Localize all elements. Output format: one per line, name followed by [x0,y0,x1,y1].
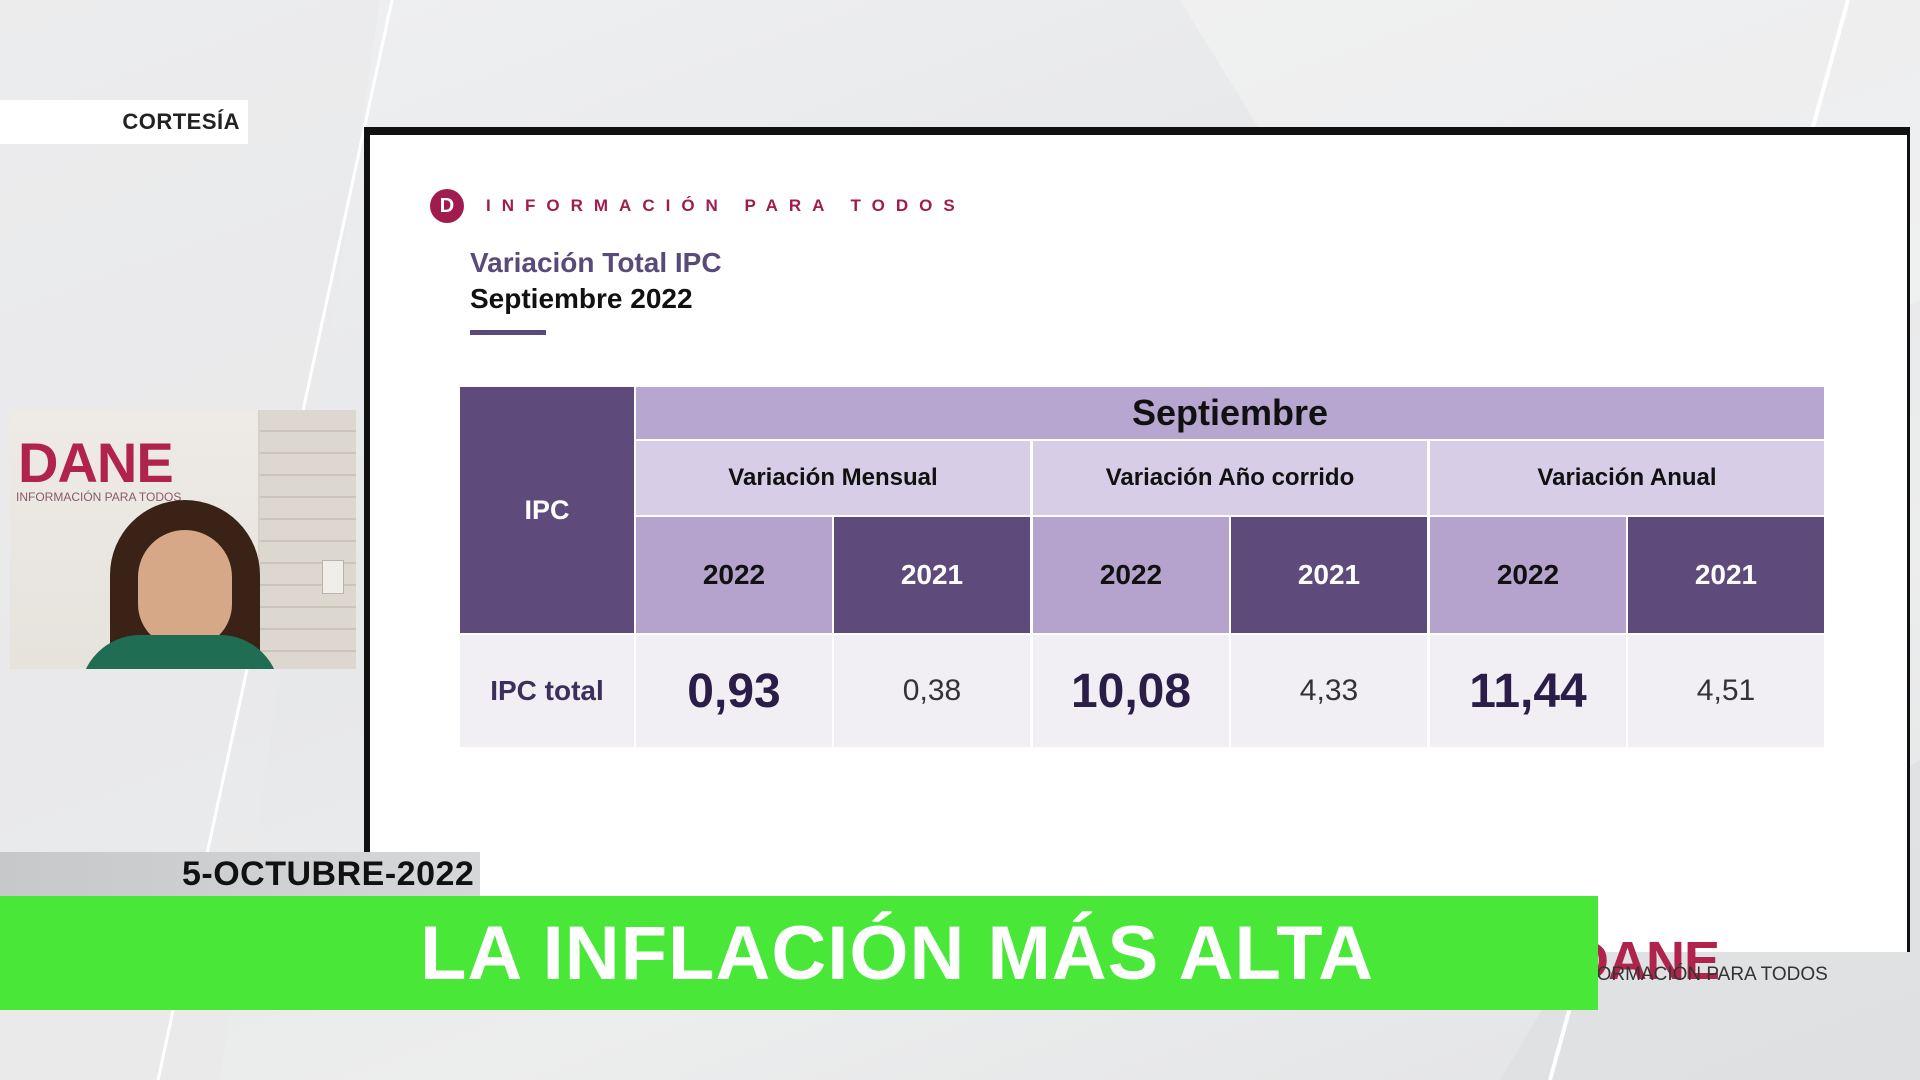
value-anual-2021: 4,51 [1628,635,1824,747]
broadcast-date: 5-OCTUBRE-2022 [182,854,475,893]
corner-dane-tagline: INFORMACIÓN PARA TODOS [1566,964,1828,985]
value-ano-corrido-2022: 10,08 [1033,635,1229,747]
webcam-feed: DANE INFORMACIÓN PARA TODOS [10,410,356,669]
slide-subtitle: Septiembre 2022 [470,283,693,314]
slide-tagline: INFORMACIÓN PARA TODOS [486,196,966,215]
year-header: 2022 [1033,517,1229,633]
wall-switch [322,560,344,594]
table-month-header: Septiembre [636,387,1824,439]
dane-logo-icon: D [430,189,464,223]
table-row-label: IPC total [460,635,634,747]
headline-bar [0,896,1598,1010]
group-header-anual: Variación Anual [1430,441,1824,515]
presentation-slide: D INFORMACIÓN PARA TODOS Variación Total… [364,127,1910,952]
value-ano-corrido-2021: 4,33 [1231,635,1427,747]
webcam-dane-tagline: INFORMACIÓN PARA TODOS [16,490,182,504]
value-mensual-2022: 0,93 [636,635,832,747]
webcam-wall [260,410,356,669]
date-strip [0,852,480,896]
year-header: 2022 [636,517,832,633]
title-underline [470,330,546,335]
speaker-face [138,530,232,648]
value-mensual-2021: 0,38 [834,635,1030,747]
table-row-header: IPC [460,387,634,633]
speaker-body [80,635,280,669]
year-header: 2021 [834,517,1030,633]
group-header-ano-corrido: Variación Año corrido [1033,441,1427,515]
webcam-dane-logo: DANE [18,431,174,494]
year-header: 2021 [1628,517,1824,633]
year-header: 2022 [1430,517,1626,633]
photo-credit-label: CORTESÍA [0,100,248,144]
ipc-table: IPC Septiembre Variación Mensual Variaci… [460,387,1824,747]
slide-header: D INFORMACIÓN PARA TODOS [430,189,966,223]
headline-text: LA INFLACIÓN MÁS ALTA [420,910,1374,996]
group-header-mensual: Variación Mensual [636,441,1030,515]
slide-title: Variación Total IPC [470,247,722,278]
value-anual-2022: 11,44 [1430,635,1626,747]
year-header: 2021 [1231,517,1427,633]
